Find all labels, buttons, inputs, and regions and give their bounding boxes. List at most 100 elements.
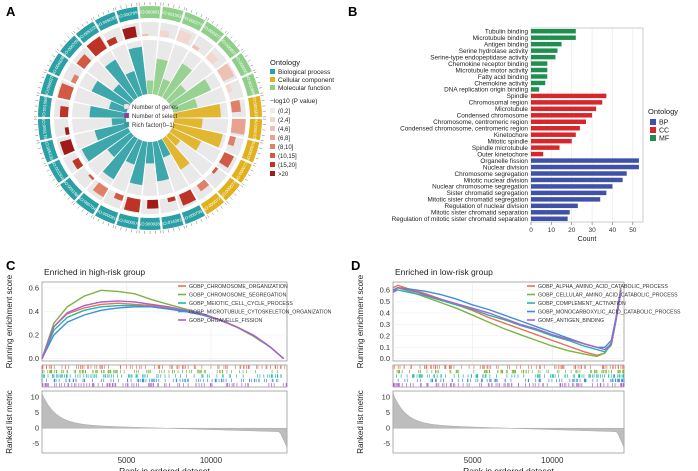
sector-outer-ring: [94, 205, 119, 225]
sector-tick: [97, 218, 100, 222]
rich-track-bg: [142, 39, 158, 95]
category-label: Spindle microtubule: [472, 145, 529, 152]
sector-outer-ring: [161, 213, 184, 230]
bar: [531, 151, 544, 157]
legend-label: MF: [659, 136, 669, 143]
bar: [531, 197, 601, 202]
rich-factor-bar: [152, 58, 168, 96]
pvalue-bar: [92, 182, 109, 198]
bar: [531, 93, 607, 99]
sector-tick: [240, 185, 244, 188]
inner-legend-swatch: [123, 121, 130, 128]
gene-track-bg: [205, 166, 228, 189]
sector-tick: [56, 185, 60, 188]
sector-tick: [71, 32, 74, 35]
rich-factor-bar: [81, 127, 131, 162]
bar: [531, 67, 548, 73]
pvalue-swatch: [270, 108, 275, 113]
sector-outer-ring: [75, 21, 100, 44]
panel-title: Enriched in low-risk group: [395, 267, 493, 277]
sector-tick: [71, 201, 74, 204]
sector-outer-ring: [161, 6, 184, 23]
pvalue-bin-label: (4,6]: [278, 127, 290, 133]
circular-plot: GO:0008017GO:0015631GO:0003777GO:0003774…: [34, 2, 266, 234]
sector-tick: [44, 164, 48, 167]
pvalue-bar: [64, 127, 70, 135]
sector-tick: [205, 216, 208, 220]
es-series-line: [392, 286, 622, 348]
sector-tick: [55, 50, 59, 53]
pvalue-bar: [191, 44, 200, 52]
sector-tick: [86, 212, 89, 216]
sector-label: GO:0007051: [116, 9, 141, 19]
sector-tick: [253, 71, 257, 74]
pvalue-bar: [122, 26, 137, 40]
pvalue-bar: [176, 29, 193, 45]
sector-outer-ring: [116, 213, 139, 230]
bar: [531, 119, 586, 124]
sector-tick: [253, 162, 257, 165]
category-label: Serine hydrolase activity: [459, 48, 529, 55]
pvalue-bar: [123, 196, 141, 213]
category-label: Tubulin binding: [485, 29, 529, 36]
pvalue-bar: [227, 135, 236, 147]
category-label: Fatty acid binding: [478, 74, 529, 81]
sector-tick: [226, 32, 229, 35]
sector-tick: [178, 5, 180, 9]
category-label: Chromosomal region: [469, 100, 529, 107]
sector-tick: [73, 202, 76, 206]
sector-tick: [241, 183, 245, 186]
pvalue-bar: [59, 106, 69, 118]
category-label: Chromosome segregation: [454, 171, 528, 178]
pvalue-bin-label: (8,10]: [278, 145, 294, 151]
es-tick-label: 0.4: [29, 307, 39, 316]
category-label: Chemokine receptor binding: [448, 61, 528, 68]
bar: [531, 164, 639, 170]
metric-tick-label: 0: [386, 424, 390, 433]
metric-tick-label: 10: [382, 393, 390, 402]
pvalue-bar: [196, 179, 210, 192]
pvalue-bin-label: (15,20]: [278, 163, 297, 169]
pvalue-legend-title: −log10 (P value): [270, 98, 317, 105]
legend-label: BP: [659, 120, 669, 127]
rich-factor-bar: [169, 127, 202, 151]
bar: [531, 132, 576, 137]
sector-tick: [67, 36, 70, 39]
sector-label: GO:0015631: [160, 9, 185, 19]
pvalue-bar: [167, 196, 176, 203]
bar: [531, 177, 623, 183]
category-label: Microtubule motor activity: [456, 67, 529, 74]
rich-track-bg: [142, 141, 158, 196]
sector-tick: [260, 140, 264, 142]
es-tick-label: 0.0: [380, 354, 390, 363]
sector-tick: [233, 193, 237, 196]
bar: [531, 80, 546, 86]
sector-tick: [92, 216, 95, 220]
rich-factor-bar: [157, 138, 171, 158]
metric-tick-label: 10: [31, 393, 39, 402]
sector-tick: [52, 55, 56, 58]
sector-tick: [185, 225, 188, 229]
bar: [531, 106, 597, 112]
category-label: Mitotic spindle: [488, 138, 529, 145]
sector-tick: [55, 183, 59, 186]
sector-tick: [49, 174, 53, 177]
x-tick-label: 5000: [464, 456, 482, 465]
sector-outer-ring: [217, 35, 240, 59]
metric-frame: [392, 390, 625, 454]
sector-tick: [77, 206, 80, 209]
sector-tick: [60, 44, 63, 47]
category-label: Regulation of mitotic sister chromatid s…: [392, 216, 529, 223]
legend-label: GOBP_MEIOTIC_CELL_CYCLE_PROCESS: [189, 301, 293, 307]
sector-tick: [86, 20, 89, 24]
rich-factor-bar: [172, 123, 223, 148]
pvalue-bar: [211, 166, 219, 174]
inner-legend-label: Number of genes: [132, 105, 178, 111]
legend-swatch: [650, 119, 656, 125]
bar: [531, 158, 639, 163]
pvalue-swatch: [270, 144, 275, 149]
ontology-swatch: [270, 69, 275, 74]
sector-outer-ring: [40, 139, 59, 163]
panel-a-letter: A: [6, 4, 16, 19]
category-label: Mitotic sister chromatid separation: [431, 210, 528, 217]
